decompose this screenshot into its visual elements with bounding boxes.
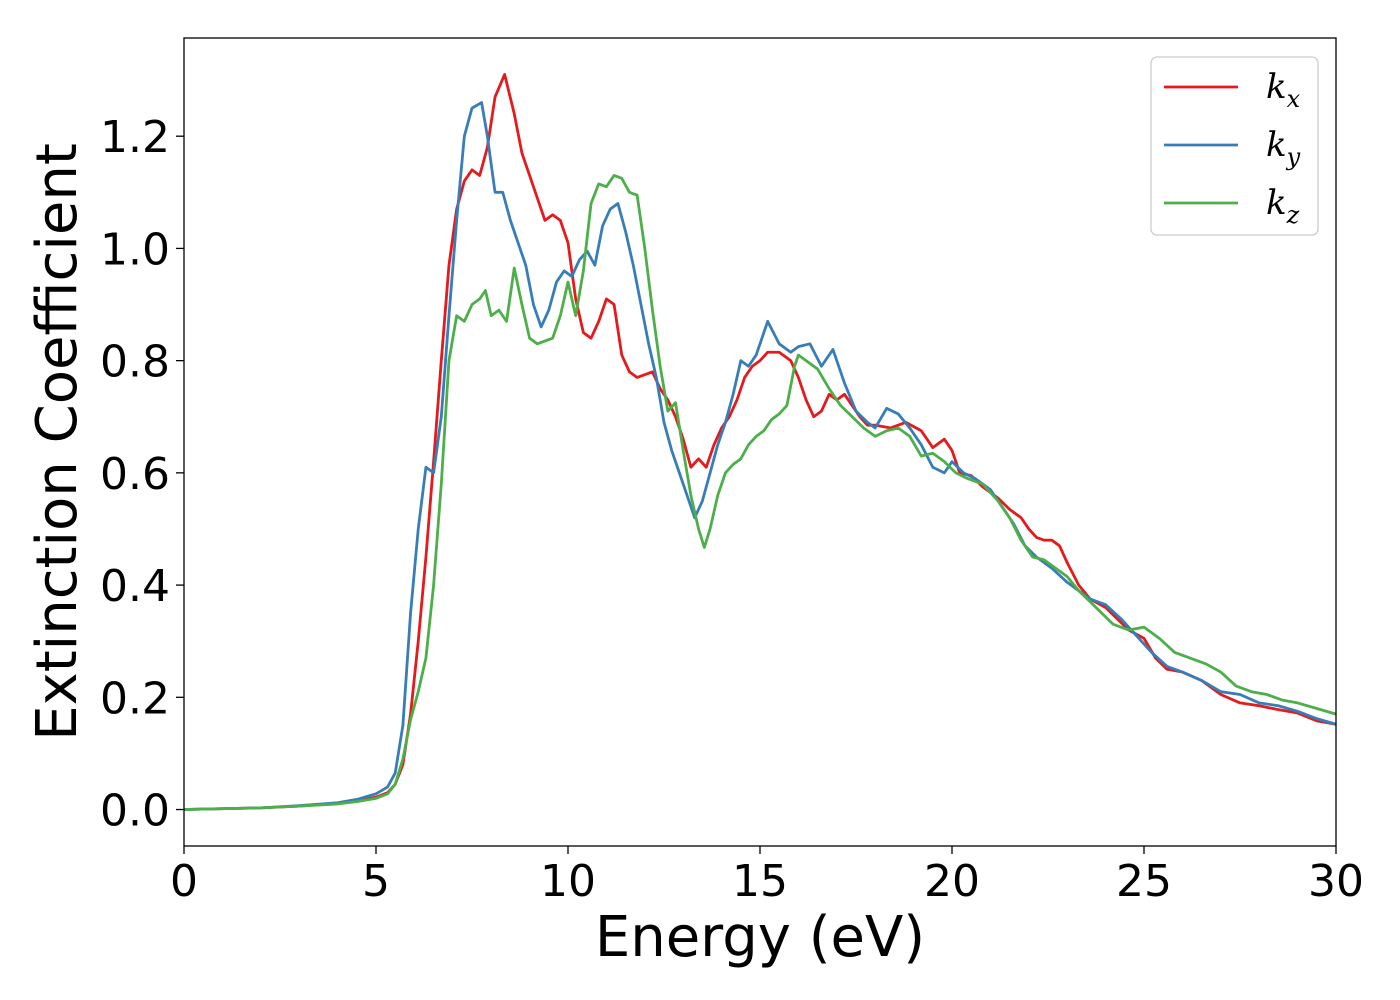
legend-label-base: k [1266,125,1287,165]
x-tick-label: 0 [170,856,198,907]
x-axis-ticks: 0 5 10 15 20 25 30 [170,846,1364,907]
y-tick-label: 0.4 [100,561,170,612]
x-axis-title: Energy (eV) [595,905,925,970]
x-tick-label: 10 [540,856,596,907]
y-tick-label: 0.0 [100,786,170,837]
legend-label-kz: kz [1266,183,1300,229]
y-axis-title: Extinction Coefficient [25,143,90,741]
x-tick-label: 15 [732,856,788,907]
y-tick-label: 0.6 [100,449,170,500]
x-tick-label: 30 [1308,856,1364,907]
legend-label-subscript: z [1286,201,1300,229]
series-line-kz [184,174,1336,811]
legend-label-base: k [1266,67,1287,107]
series-line-ky [184,101,1336,811]
legend-label-subscript: x [1287,85,1301,113]
y-tick-label: 0.2 [100,673,170,724]
series-line-kx [184,73,1336,811]
legend-label-ky: ky [1266,125,1301,171]
legend-label-subscript: y [1286,143,1301,171]
y-axis-ticks: 0.0 0.2 0.4 0.6 0.8 1.0 1.2 [100,112,184,837]
y-tick-label: 1.2 [100,112,170,163]
x-tick-label: 5 [362,856,390,907]
legend-label-base: k [1266,183,1287,223]
series-layer [184,73,1336,811]
legend-label-kx: kx [1266,67,1301,113]
x-tick-label: 20 [924,856,980,907]
y-tick-label: 0.8 [100,337,170,388]
x-tick-label: 25 [1116,856,1172,907]
y-tick-label: 1.0 [100,224,170,275]
